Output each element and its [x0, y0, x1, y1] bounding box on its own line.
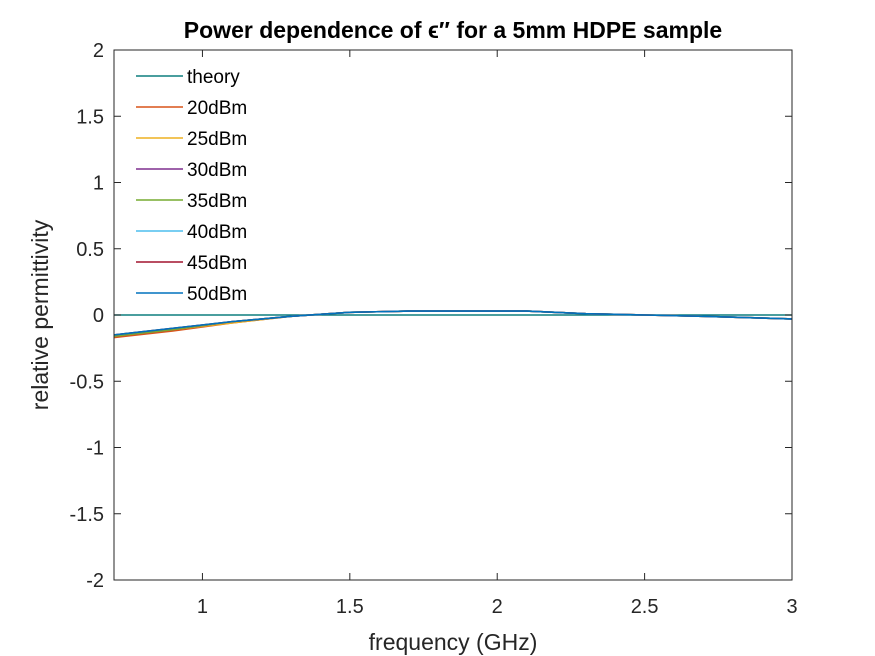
legend: theory 20dBm 25dBm 30dBm 35dBm 40dBm 45dBm 50dB…	[136, 67, 247, 305]
legend-label: 20dBm	[187, 98, 247, 119]
legend-label: 25dBm	[187, 129, 247, 150]
y-tick-label: 2	[93, 40, 104, 62]
x-axis-label: frequency (GHz)	[369, 629, 538, 655]
legend-item: 45dBm	[136, 253, 247, 274]
x-tick-label: 3	[786, 596, 797, 618]
x-tick-label: 1	[197, 596, 208, 618]
y-tick-label: -2	[86, 570, 104, 592]
y-tick-label: 1.5	[76, 106, 104, 128]
legend-label: 50dBm	[187, 284, 247, 305]
y-tick-label: 0.5	[76, 239, 104, 261]
y-tick-label: -0.5	[70, 371, 104, 393]
series-line-50dbm	[114, 310, 792, 336]
legend-item: 50dBm	[136, 284, 247, 305]
x-tick-label: 1.5	[336, 596, 364, 618]
legend-label: 40dBm	[187, 222, 247, 243]
y-tick-label: -1.5	[70, 504, 104, 526]
y-tick-label: 1	[93, 173, 104, 195]
legend-label: 45dBm	[187, 253, 247, 274]
legend-label: 30dBm	[187, 160, 247, 181]
legend-item: 30dBm	[136, 160, 247, 181]
legend-item: 40dBm	[136, 222, 247, 243]
x-tick-label: 2	[492, 596, 503, 618]
y-axis-label: relative permittivity	[27, 219, 53, 410]
legend-item: 20dBm	[136, 98, 247, 119]
y-tick-label: -1	[86, 438, 104, 460]
series-layer	[114, 310, 792, 339]
axes-layer: 1 1.5 2 2.5 3 -2 -1.5 -1 -0.5 0 0.5 1 1.5 2	[70, 40, 798, 618]
legend-item: 35dBm	[136, 191, 247, 212]
legend-item: 25dBm	[136, 129, 247, 150]
legend-label: 35dBm	[187, 191, 247, 212]
chart-title: Power dependence of ϵ″ for a 5mm HDPE sa…	[184, 17, 722, 43]
legend-label: theory	[187, 67, 240, 88]
y-tick-label: 0	[93, 305, 104, 327]
x-tick-label: 2.5	[631, 596, 659, 618]
legend-item: theory	[136, 67, 240, 88]
